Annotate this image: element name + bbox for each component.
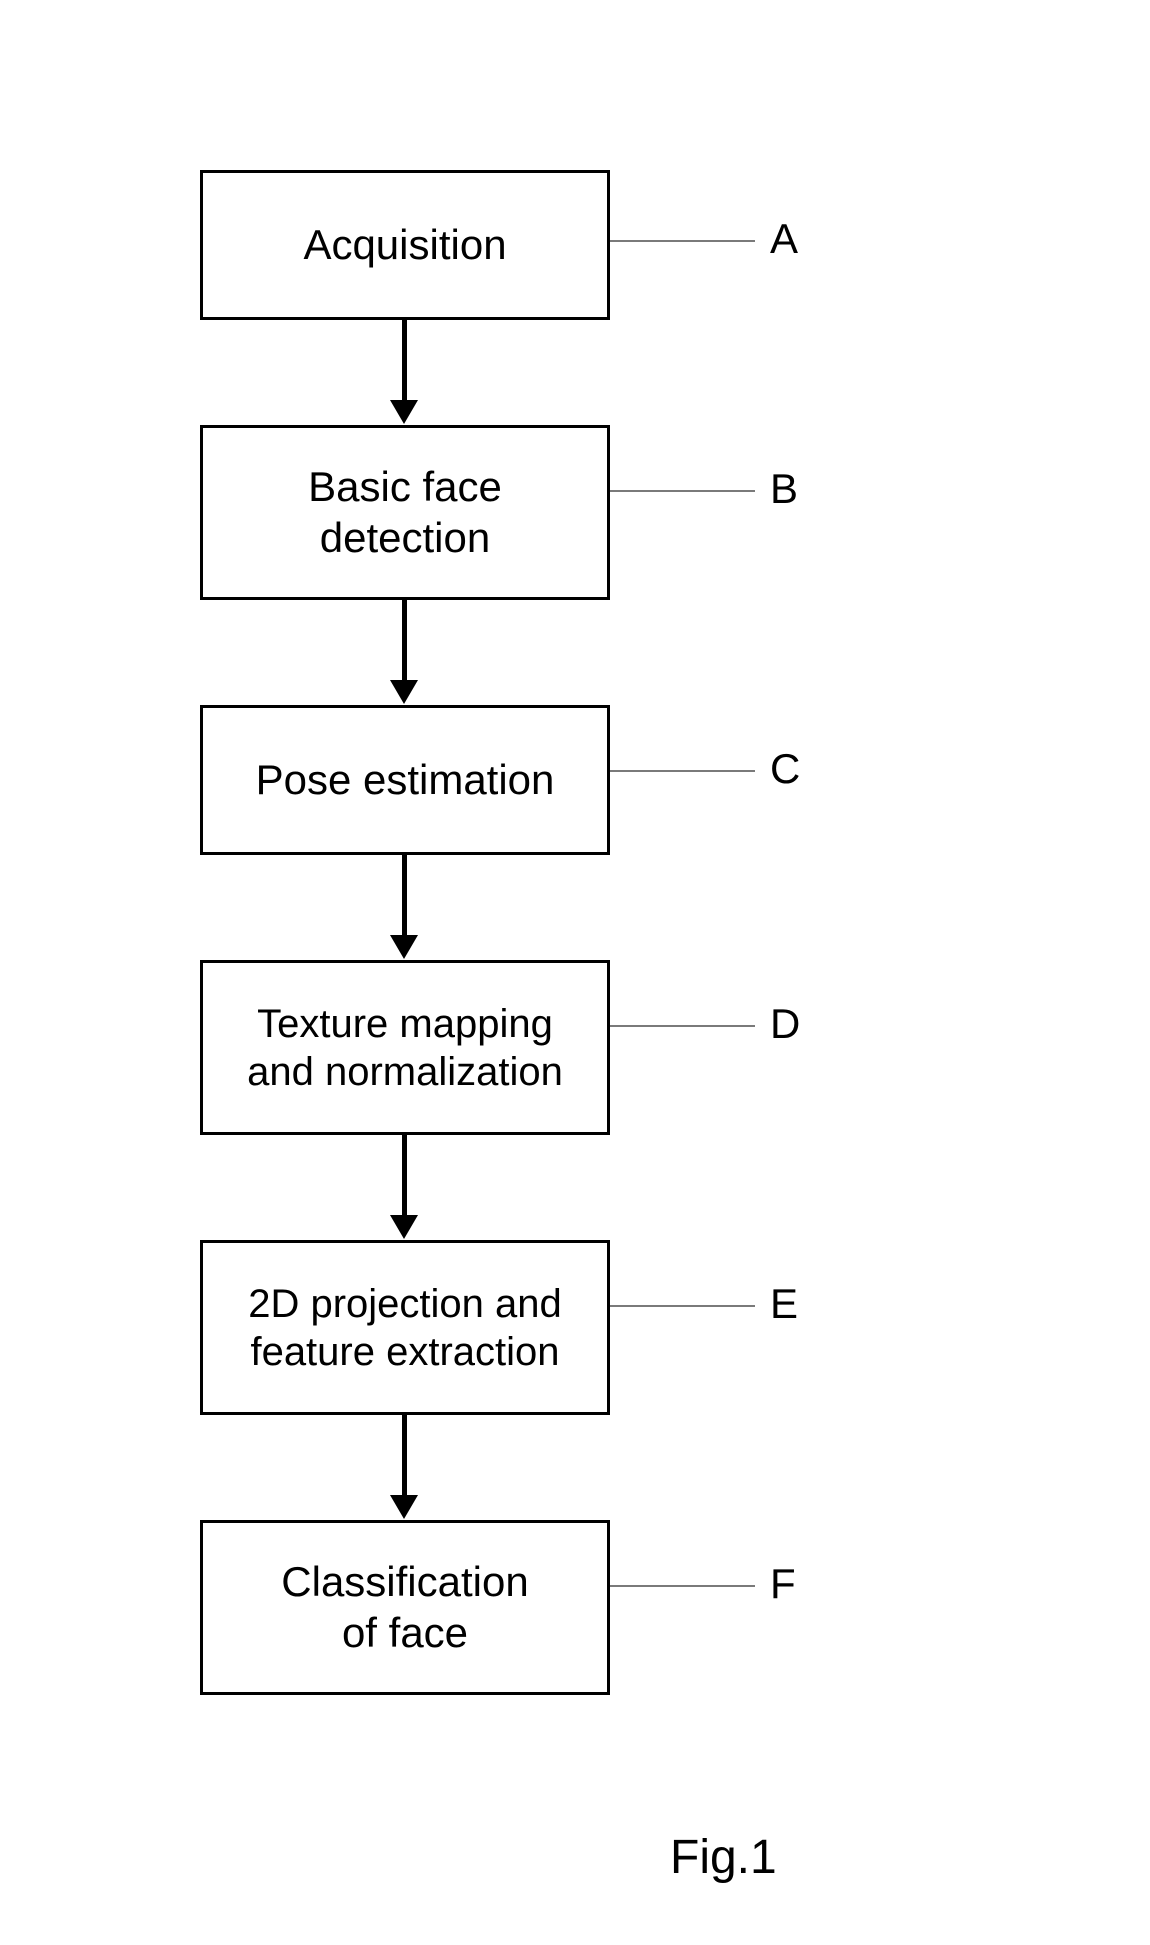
- label-f: F: [770, 1560, 796, 1608]
- label-d: D: [770, 1000, 800, 1048]
- node-face-detection: Basic face detection: [200, 425, 610, 600]
- figure-caption: Fig.1: [670, 1830, 777, 1885]
- arrow-line: [402, 320, 407, 400]
- node-f-text: Classification of face: [271, 1547, 538, 1668]
- arrow-c-d: [390, 855, 418, 959]
- node-texture-mapping: Texture mapping and normalization: [200, 960, 610, 1135]
- node-pose-estimation: Pose estimation: [200, 705, 610, 855]
- arrow-head-icon: [390, 935, 418, 959]
- label-line-d: [610, 1025, 755, 1027]
- arrow-head-icon: [390, 1495, 418, 1519]
- node-a-text: Acquisition: [293, 210, 516, 280]
- arrow-line: [402, 855, 407, 935]
- node-acquisition: Acquisition: [200, 170, 610, 320]
- arrow-head-icon: [390, 1215, 418, 1239]
- label-line-f: [610, 1585, 755, 1587]
- node-e-text: 2D projection and feature extraction: [238, 1270, 572, 1386]
- node-c-text: Pose estimation: [246, 745, 565, 815]
- arrow-a-b: [390, 320, 418, 424]
- arrow-head-icon: [390, 400, 418, 424]
- node-classification: Classification of face: [200, 1520, 610, 1695]
- node-d-text: Texture mapping and normalization: [237, 990, 573, 1106]
- label-e: E: [770, 1280, 798, 1328]
- label-line-c: [610, 770, 755, 772]
- arrow-line: [402, 1135, 407, 1215]
- arrow-e-f: [390, 1415, 418, 1519]
- label-line-a: [610, 240, 755, 242]
- arrow-line: [402, 1415, 407, 1495]
- arrow-b-c: [390, 600, 418, 704]
- node-b-text: Basic face detection: [298, 452, 512, 573]
- label-a: A: [770, 215, 798, 263]
- label-b: B: [770, 465, 798, 513]
- label-c: C: [770, 745, 800, 793]
- arrow-head-icon: [390, 680, 418, 704]
- label-line-b: [610, 490, 755, 492]
- arrow-d-e: [390, 1135, 418, 1239]
- node-2d-projection: 2D projection and feature extraction: [200, 1240, 610, 1415]
- arrow-line: [402, 600, 407, 680]
- label-line-e: [610, 1305, 755, 1307]
